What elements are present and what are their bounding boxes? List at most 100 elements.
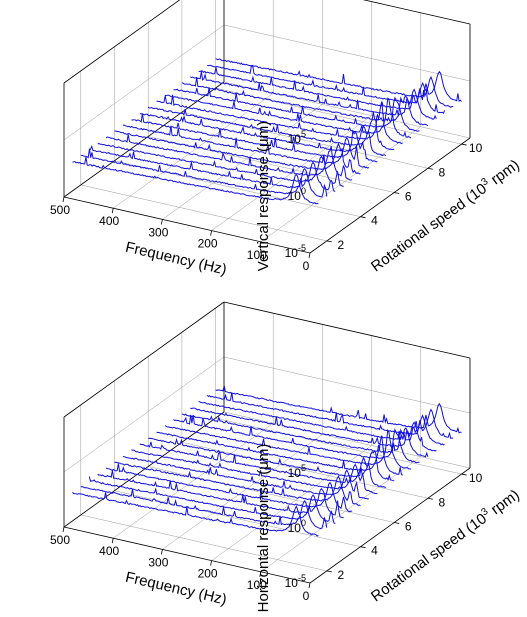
- spectrum-trace: [181, 77, 429, 127]
- spectrum-trace: [114, 461, 361, 507]
- axis-box-edge: [362, 0, 471, 25]
- spectrum-trace: [156, 431, 403, 476]
- spectrum-trace: [147, 106, 395, 151]
- spectrum-trace: [114, 130, 361, 175]
- spectrum-trace: [97, 142, 344, 187]
- z-tick-label: 105: [288, 463, 306, 480]
- x-tick-label: 300: [148, 555, 168, 569]
- y-tick-mark: [461, 143, 467, 146]
- y-tick-mark: [394, 522, 400, 524]
- spectrum-trace: [190, 407, 437, 452]
- y-tick-label: 10: [469, 141, 483, 155]
- x-tick-label: 100: [247, 578, 267, 592]
- y-tick-label: 2: [337, 238, 344, 252]
- x-tick-mark: [259, 571, 262, 577]
- spectrum-trace: [156, 94, 403, 145]
- x-tick-label: 200: [198, 567, 218, 581]
- x-tick-mark: [111, 208, 114, 214]
- x-tick-label: 500: [50, 203, 70, 217]
- spectrum-trace: [139, 441, 387, 489]
- x-tick-label: 400: [99, 214, 119, 228]
- y-tick-label: 8: [439, 495, 446, 509]
- y-tick-mark: [360, 546, 366, 549]
- spectrum-trace: [105, 463, 353, 512]
- spectrum-trace: [215, 58, 462, 103]
- axis-box-edge: [63, 301, 225, 418]
- y-tick-mark: [360, 216, 366, 219]
- spectrum-trace: [122, 456, 369, 500]
- spectrum-trace: [165, 94, 412, 139]
- y-tick-label: 6: [405, 189, 412, 203]
- x-tick-mark: [62, 196, 65, 203]
- y-tick-label: 4: [371, 544, 378, 558]
- spectrum-trace: [139, 113, 387, 157]
- z-tick-label: 105: [288, 129, 306, 146]
- spectrum-trace: [72, 156, 319, 205]
- x-tick-label: 500: [50, 533, 70, 547]
- x-tick-mark: [161, 549, 163, 555]
- spectrum-trace: [198, 400, 445, 446]
- y-tick-label: 8: [439, 165, 446, 179]
- x-tick-mark: [210, 560, 212, 566]
- spectrum-trace: [164, 425, 412, 470]
- y-tick-mark: [427, 497, 433, 500]
- y-tick-label: 6: [405, 519, 412, 533]
- z-axis-label: Vertical response (μm): [255, 121, 272, 271]
- z-tick-label: 10-5: [285, 243, 306, 260]
- z-tick-label: 10-5: [285, 573, 306, 590]
- y-tick-label: 10: [469, 471, 483, 485]
- z-tick-label: 100: [288, 186, 306, 203]
- x-tick-mark: [308, 252, 311, 259]
- vertical-response-panel: 010020030040050024681010-5100105Frequenc…: [50, 0, 523, 279]
- x-tick-label: 300: [148, 225, 168, 239]
- z-axis-label: Horizontal response (μm): [255, 444, 272, 613]
- y-tick-label: 4: [371, 214, 378, 228]
- y-tick-mark: [427, 167, 433, 170]
- spectrum-trace: [80, 148, 328, 198]
- x-tick-mark: [210, 230, 212, 236]
- grid-line: [80, 184, 327, 242]
- spectrum-trace: [105, 134, 353, 181]
- x-tick-mark: [161, 219, 163, 225]
- grid-line: [181, 442, 428, 499]
- axis-box-edge: [63, 411, 225, 528]
- spectrum-trace: [131, 113, 378, 163]
- axis-box-edge: [309, 137, 471, 254]
- axis-box-edge: [63, 526, 311, 584]
- x-tick-mark: [62, 526, 65, 533]
- grid-line: [63, 0, 471, 84]
- x-tick-label: 0: [303, 259, 310, 273]
- grid-line: [260, 12, 422, 243]
- spectrum-trace: [173, 414, 420, 464]
- axis-box-edge: [63, 0, 181, 84]
- x-tick-mark: [259, 241, 262, 247]
- axis-box-edge: [223, 301, 471, 359]
- spectrum-trace: [122, 124, 370, 169]
- y-tick-mark: [461, 473, 467, 476]
- spectrum-trace: [131, 449, 378, 495]
- spectrum-trace: [148, 437, 395, 482]
- x-tick-label: 0: [303, 589, 310, 603]
- x-tick-mark: [111, 538, 114, 544]
- spectrum-trace: [190, 71, 437, 120]
- grid-line: [215, 417, 462, 475]
- y-tick-mark: [326, 570, 332, 573]
- y-tick-label: 2: [337, 568, 344, 582]
- spectrum-trace: [181, 413, 429, 458]
- x-tick-label: 400: [99, 544, 119, 558]
- z-tick-label: 100: [288, 518, 306, 535]
- horizontal-response-panel: 010020030040050024681010-5100105Frequenc…: [50, 301, 523, 613]
- grid-line: [148, 466, 395, 523]
- spectrum-trace: [80, 486, 328, 530]
- axis-box-edge: [63, 196, 311, 254]
- spectrum-trace: [215, 385, 462, 434]
- spectrum-trace: [97, 470, 344, 519]
- spectrum-trace: [88, 476, 336, 524]
- spectrum-trace: [173, 87, 420, 132]
- axis-box-edge: [309, 467, 471, 584]
- spectrum-trace: [89, 144, 336, 192]
- x-tick-label: 200: [198, 237, 218, 251]
- grid-line: [80, 514, 327, 572]
- x-tick-mark: [308, 582, 311, 589]
